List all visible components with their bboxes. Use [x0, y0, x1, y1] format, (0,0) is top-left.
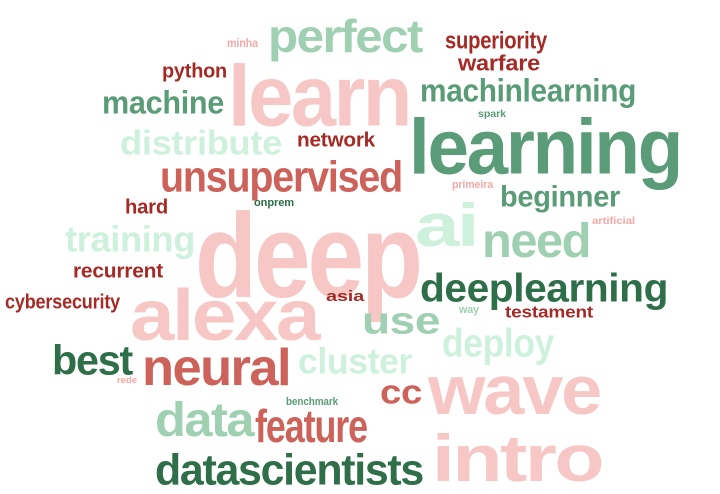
word-primeira: primeira — [452, 179, 493, 191]
word-testament: testament — [505, 302, 593, 322]
word-training: training — [65, 219, 195, 260]
word-asia: asia — [326, 288, 364, 305]
word-deploy: deploy — [442, 320, 554, 366]
word-intro: intro — [432, 422, 604, 494]
word-best: best — [52, 337, 133, 385]
word-perfect: perfect — [268, 11, 423, 63]
word-python: python — [162, 61, 227, 83]
word-need: need — [482, 215, 591, 269]
word-recurrent: recurrent — [73, 261, 163, 283]
word-network: network — [297, 130, 375, 152]
word-cybersecurity: cybersecurity — [5, 292, 120, 314]
word-onprem: onprem — [254, 197, 294, 209]
word-superiority: superiority — [445, 28, 547, 55]
word-feature: feature — [255, 401, 368, 453]
word-warfare: warfare — [458, 51, 540, 76]
word-unsupervised: unsupervised — [160, 151, 403, 202]
word-learning: learning — [409, 103, 683, 191]
word-ai: ai — [415, 192, 479, 259]
word-datascientists: datascientists — [155, 444, 424, 494]
word-distribute: distribute — [120, 125, 282, 163]
word-cluster: cluster — [298, 341, 412, 382]
word-deeplearning: deeplearning — [420, 265, 668, 311]
word-deep: deep — [195, 188, 423, 323]
word-learn: learn — [228, 48, 412, 145]
word-data: data — [155, 394, 255, 448]
word-machine: machine — [102, 84, 224, 121]
word-cc: cc — [380, 374, 422, 412]
word-benchmark: benchmark — [286, 396, 338, 408]
word-artificial: artificial — [592, 216, 635, 227]
word-beginner: beginner — [500, 180, 620, 214]
word-minha: minha — [227, 36, 258, 50]
word-alexa: alexa — [130, 275, 320, 356]
word-spark: spark — [478, 109, 506, 120]
word-hard: hard — [125, 197, 168, 219]
word-neural: neural — [142, 339, 292, 397]
word-wave: wave — [428, 351, 602, 430]
word-rede: rede — [117, 375, 137, 385]
word-machinlearning: machinlearning — [420, 72, 636, 109]
word-use: use — [362, 300, 440, 343]
word-way: way — [459, 304, 479, 316]
